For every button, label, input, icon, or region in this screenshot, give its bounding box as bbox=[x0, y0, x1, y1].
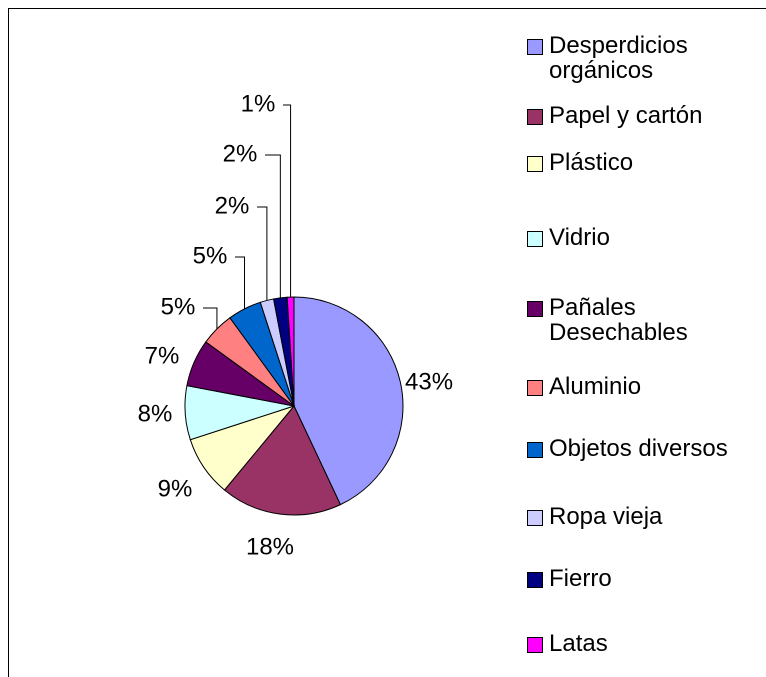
legend-swatch bbox=[527, 380, 543, 396]
legend-entry: Desperdicios orgánicos bbox=[527, 33, 737, 83]
data-label: 5% bbox=[161, 293, 196, 320]
legend-label: Objetos diversos bbox=[549, 435, 728, 462]
legend-entry: Aluminio bbox=[527, 374, 737, 399]
legend-entry: Plástico bbox=[527, 150, 737, 175]
legend-label: Pañales Desechables bbox=[549, 294, 688, 346]
legend-entry: Objetos diversos bbox=[527, 436, 737, 461]
legend-entry: Vidrio bbox=[527, 225, 737, 250]
legend-swatch bbox=[527, 510, 543, 526]
legend-swatch bbox=[527, 442, 543, 458]
data-label: 8% bbox=[138, 400, 173, 427]
legend-swatch bbox=[527, 231, 543, 247]
data-label: 2% bbox=[215, 192, 250, 219]
legend-label: Fierro bbox=[549, 565, 612, 592]
leader-line bbox=[283, 104, 292, 298]
leader-line bbox=[265, 154, 281, 298]
leader-line bbox=[235, 256, 246, 309]
data-label: 5% bbox=[193, 242, 228, 269]
pie-slice bbox=[293, 296, 404, 506]
legend-label: Plástico bbox=[549, 149, 634, 176]
data-label: 7% bbox=[145, 342, 180, 369]
legend-label: Desperdicios orgánicos bbox=[549, 32, 688, 84]
data-label: 9% bbox=[158, 475, 193, 502]
data-label: 18% bbox=[246, 533, 294, 560]
legend-swatch bbox=[527, 156, 543, 172]
legend-label: Latas bbox=[549, 630, 608, 657]
pie-slice bbox=[223, 405, 342, 516]
leader-line bbox=[257, 206, 268, 301]
legend-entry: Papel y cartón bbox=[527, 103, 737, 128]
legend-swatch bbox=[527, 301, 543, 317]
legend-swatch bbox=[527, 39, 543, 55]
chart-border bbox=[8, 8, 766, 677]
legend-swatch bbox=[527, 109, 543, 125]
legend-swatch bbox=[527, 637, 543, 653]
leader-line bbox=[203, 307, 218, 329]
legend-entry: Fierro bbox=[527, 566, 737, 591]
legend-entry: Latas bbox=[527, 631, 737, 656]
legend-swatch bbox=[527, 572, 543, 588]
legend-label: Ropa vieja bbox=[549, 503, 663, 530]
data-label: 43% bbox=[405, 368, 453, 395]
legend-entry: Ropa vieja bbox=[527, 504, 737, 529]
legend-label: Vidrio bbox=[549, 224, 610, 251]
legend-entry: Pañales Desechables bbox=[527, 295, 737, 345]
legend-label: Aluminio bbox=[549, 373, 642, 400]
data-label: 1% bbox=[241, 90, 276, 117]
legend-label: Papel y cartón bbox=[549, 102, 703, 129]
data-label: 2% bbox=[223, 140, 258, 167]
